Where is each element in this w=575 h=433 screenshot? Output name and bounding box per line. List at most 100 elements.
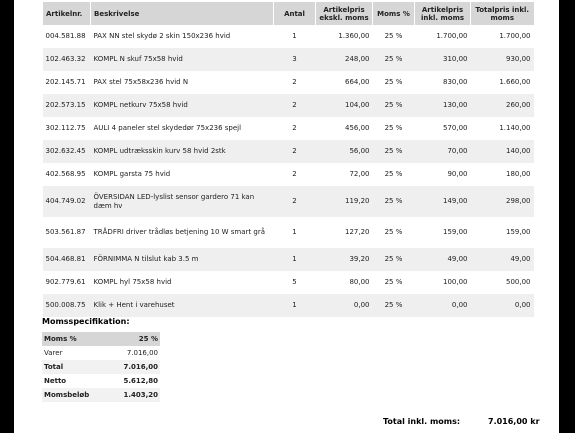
cell: FÖRNIMMA N tilslut kab 3.5 m: [93, 255, 199, 263]
cell: 570,00: [443, 124, 468, 132]
total-label: Total inkl. moms:: [383, 417, 461, 426]
cell: 1: [292, 32, 297, 40]
cell: 80,00: [349, 278, 370, 286]
cell: 2: [292, 101, 297, 109]
item-row: 402.568.95 KOMPL garsta 75 hvid 2 72,00 25 %…: [43, 163, 534, 186]
cell: 1: [292, 255, 297, 263]
cell: 25 %: [384, 55, 403, 63]
cell: KOMPL hyl 75x58 hvid: [93, 278, 172, 286]
vat-header-row: Moms % 25 %: [42, 332, 160, 346]
cell: 500,00: [506, 278, 531, 286]
total-value: 7.016,00 kr: [488, 417, 540, 426]
cell: 0,00: [451, 301, 468, 309]
item-row: 202.573.15 KOMPL netkurv 75x58 hvid 2 104,0…: [42, 94, 534, 117]
column-header: Artikelpris ekskl. moms: [315, 2, 373, 25]
cell: 25 %: [384, 124, 403, 132]
cell: 159,00: [506, 228, 531, 236]
cell: 930,00: [506, 55, 531, 63]
vat-cell: Netto: [44, 377, 67, 385]
vat-table: Moms % 25 % Varer 7.016,00 Total 7.016,00 Net…: [42, 332, 160, 402]
item-row: 302.632.45 KOMPL udtræksskin kurv 58 hvid…: [42, 140, 534, 163]
cell: 298,00: [506, 197, 531, 205]
cell: PAX stel 75x58x236 hvid N: [93, 78, 189, 86]
cell: 504.468.81: [45, 255, 86, 263]
cell: 310,00: [443, 55, 468, 63]
cell: PAX NN stel skydø 2 skin 150x236 hvid: [93, 32, 231, 40]
cell: 1.140,00: [499, 124, 531, 132]
cell: 25 %: [384, 278, 403, 286]
vat-cell: Varer: [44, 349, 63, 357]
cell: 72,00: [349, 170, 370, 178]
column-header: Artikelpris inkl. moms: [414, 2, 471, 25]
column-header: Totalpris inkl. moms: [470, 2, 534, 25]
cell: KOMPL netkurv 75x58 hvid: [93, 101, 188, 109]
cell: 25 %: [384, 197, 403, 205]
item-row: 004.581.88 PAX NN stel skydø 2 skin 150x2…: [43, 25, 534, 48]
cell: 39,20: [349, 255, 370, 263]
cell: 25 %: [384, 301, 403, 309]
cell: 202.573.15: [45, 101, 86, 109]
cell: KOMPL udtræksskin kurv 58 hvid 2stk: [93, 147, 226, 155]
cell: 2: [292, 147, 297, 155]
cell: 159,00: [443, 228, 468, 236]
cell: 49,00: [447, 255, 468, 263]
cell: 70,00: [447, 147, 468, 155]
cell: 830,00: [443, 78, 468, 86]
vat-row: Total 7.016,00: [42, 360, 160, 374]
cell: 1: [292, 228, 297, 236]
cell: 004.581.88: [45, 32, 86, 40]
cell: 100,00: [443, 278, 468, 286]
cell: 25 %: [384, 78, 403, 86]
item-row: 102.463.32 KOMPL N skuf 75x58 hvid 3 248,00…: [42, 48, 534, 71]
vat-cell: 1.403,20: [123, 391, 158, 399]
column-header: Moms %: [372, 2, 415, 25]
cell: 902.779.61: [45, 278, 86, 286]
cell: 302.632.45: [45, 147, 86, 155]
cell: 102.463.32: [45, 55, 86, 63]
column-header: Beskrivelse: [90, 2, 274, 25]
cell: TRÅDFRI driver trådløs betjening 10 W sm…: [93, 228, 266, 236]
vat-cell: Total: [44, 363, 64, 371]
cell: 2: [292, 197, 297, 205]
vat-cell: 5.612,80: [123, 377, 158, 385]
item-row: 202.145.71 PAX stel 75x58x236 hvid N 2 664,…: [43, 71, 534, 94]
item-row: 503.561.87 TRÅDFRI driver trådløs betjeni…: [43, 217, 534, 248]
cell: AULI 4 paneler stel skydedør 75x236 spej…: [93, 124, 242, 132]
cell: 104,00: [345, 101, 370, 109]
cell: 0,00: [514, 301, 531, 309]
cell: 404.749.02: [45, 197, 86, 205]
cell: KOMPL N skuf 75x58 hvid: [93, 55, 183, 63]
cell: 1.700,00: [436, 32, 468, 40]
item-row: 504.468.81 FÖRNIMMA N tilslut kab 3.5 m 1 3…: [42, 248, 534, 271]
cell: KOMPL garsta 75 hvid: [93, 170, 171, 178]
vat-row: Momsbeløb 1.403,20: [42, 388, 160, 402]
cell: 5: [292, 278, 297, 286]
cell: 503.561.87: [45, 228, 86, 236]
cell: 1.700,00: [499, 32, 531, 40]
cell: 149,00: [443, 197, 468, 205]
cell: 49,00: [510, 255, 531, 263]
vat-row: Netto 5.612,80: [42, 374, 160, 388]
cell: 500.008.75: [45, 301, 86, 309]
cell: 56,00: [349, 147, 370, 155]
cell: ÖVERSIDAN LED-lyslist sensor gardero 71 …: [93, 192, 255, 210]
cell: 25 %: [384, 147, 403, 155]
header-row: Artikelnr. Beskrivelse Antal Artikelpris ek…: [42, 2, 534, 25]
cell: 25 %: [384, 101, 403, 109]
cell: Klik + Hent i varehuset: [93, 301, 175, 309]
vat-cell: Momsbeløb: [44, 391, 90, 399]
cell: 25 %: [384, 255, 403, 263]
vat-title: Momsspecifikation:: [42, 317, 130, 326]
cell: 402.568.95: [45, 170, 86, 178]
cell: 1: [292, 301, 297, 309]
vat-column-header: 25 %: [102, 332, 160, 346]
item-row: 404.749.02 ÖVERSIDAN LED-lyslist sensor g…: [42, 186, 534, 217]
vat-row: Varer 7.016,00: [42, 346, 160, 360]
cell: 664,00: [345, 78, 370, 86]
item-row: 302.112.75 AULI 4 paneler stel skydedør 7…: [43, 117, 534, 140]
column-header: Antal: [273, 2, 316, 25]
cell: 180,00: [506, 170, 531, 178]
cell: 2: [292, 170, 297, 178]
cell: 140,00: [506, 147, 531, 155]
